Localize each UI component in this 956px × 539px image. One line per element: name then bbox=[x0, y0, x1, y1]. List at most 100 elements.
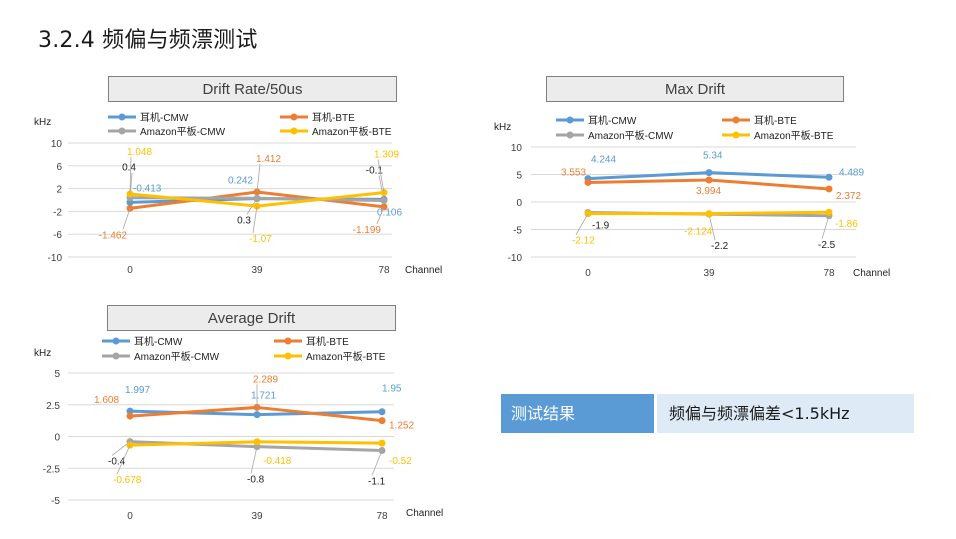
result-value: 频偏与频漂偏差<1.5kHz bbox=[657, 394, 914, 433]
legend-entry: 耳机-CMW bbox=[556, 114, 637, 127]
data-point bbox=[705, 210, 713, 218]
data-label: -0.4 bbox=[108, 457, 126, 468]
data-label: -0.1 bbox=[366, 166, 384, 177]
legend-label: Amazon平板-BTE bbox=[306, 350, 386, 363]
legend-entry: 耳机-BTE bbox=[280, 111, 355, 124]
x-tick-label: 0 bbox=[127, 511, 133, 522]
label-leader-line bbox=[376, 206, 385, 224]
data-label: 0.3 bbox=[237, 215, 251, 226]
data-point bbox=[378, 408, 386, 416]
data-point bbox=[705, 169, 713, 177]
x-axis-label: Channel bbox=[853, 268, 890, 279]
data-point bbox=[825, 185, 833, 193]
data-label: -2.5 bbox=[818, 240, 836, 251]
x-tick-label: 0 bbox=[127, 265, 133, 276]
legend-label: 耳机-BTE bbox=[754, 114, 797, 127]
data-label: -2.12 bbox=[572, 236, 595, 247]
data-label: -1.9 bbox=[592, 220, 610, 231]
data-label: -0.418 bbox=[263, 456, 292, 467]
chart-title-drift-rate: Drift Rate/50us bbox=[108, 76, 397, 102]
label-leader-line bbox=[821, 215, 830, 239]
legend-entry: 耳机-BTE bbox=[274, 335, 349, 348]
data-label: 1.721 bbox=[251, 391, 276, 402]
data-label: 1.95 bbox=[382, 384, 402, 395]
data-label: -0.678 bbox=[113, 475, 142, 486]
series-3: 1.048 -1.07 1.309 bbox=[126, 147, 399, 245]
legend-entry: Amazon平板-BTE bbox=[722, 129, 834, 142]
legend-entry: 耳机-CMW bbox=[102, 335, 183, 348]
legend-swatch-marker bbox=[284, 352, 292, 360]
label-leader-line bbox=[371, 450, 383, 476]
data-label: 2.289 bbox=[253, 374, 278, 385]
y-tick-label: -5 bbox=[513, 226, 522, 237]
y-tick-label: -2.5 bbox=[43, 464, 61, 475]
legend-swatch-marker bbox=[566, 131, 574, 139]
data-point bbox=[253, 411, 261, 419]
data-label: 1.412 bbox=[256, 154, 281, 165]
label-leader-line bbox=[250, 446, 258, 474]
data-label: 4.489 bbox=[839, 167, 864, 178]
y-tick-label: 10 bbox=[51, 139, 63, 150]
chart-2: -5 -2.5 0 2.5 5kHz Channel 0 39 78 耳机-CMW 耳机-BTE Am… bbox=[34, 335, 443, 522]
legend-swatch-marker bbox=[112, 352, 120, 360]
x-tick-label: 78 bbox=[376, 511, 388, 522]
data-label: -2.124 bbox=[684, 227, 713, 238]
legend-swatch-marker bbox=[732, 116, 740, 124]
data-label: 2.372 bbox=[836, 191, 861, 202]
data-label: -1.199 bbox=[353, 225, 382, 236]
legend-label: 耳机-CMW bbox=[588, 114, 637, 127]
data-label: -1.462 bbox=[99, 230, 128, 241]
data-label: -0.8 bbox=[247, 475, 265, 486]
legend-entry: Amazon平板-BTE bbox=[280, 125, 392, 138]
legend-entry: Amazon平板-CMW bbox=[556, 129, 674, 142]
data-point bbox=[705, 176, 713, 184]
data-label: 1.048 bbox=[127, 147, 152, 158]
legend-label: 耳机-CMW bbox=[140, 111, 189, 124]
series-0: 4.244 5.34 4.489 bbox=[584, 151, 864, 183]
x-axis-label: Channel bbox=[406, 508, 443, 519]
data-label: -1.1 bbox=[368, 476, 386, 487]
y-tick-label: 10 bbox=[511, 143, 523, 154]
data-label: 1.997 bbox=[125, 385, 150, 396]
data-label: 1.608 bbox=[94, 395, 119, 406]
legend-entry: 耳机-CMW bbox=[108, 111, 189, 124]
data-label: 1.252 bbox=[389, 421, 414, 432]
legend-label: 耳机-BTE bbox=[312, 111, 355, 124]
legend-swatch-marker bbox=[284, 337, 292, 345]
series-1: -1.462 1.412 -1.199 bbox=[99, 154, 388, 241]
legend-entry: Amazon平板-CMW bbox=[108, 125, 226, 138]
data-point bbox=[378, 439, 386, 447]
y-tick-label: 2.5 bbox=[46, 401, 60, 412]
chart-title-max-drift: Max Drift bbox=[546, 76, 844, 102]
y-axis-label: kHz bbox=[34, 117, 51, 128]
test-result-box: 测试结果 频偏与频漂偏差<1.5kHz bbox=[501, 394, 914, 433]
x-tick-label: 78 bbox=[823, 268, 835, 279]
x-tick-label: 0 bbox=[585, 268, 591, 279]
legend-entry: Amazon平板-CMW bbox=[102, 350, 220, 363]
legend-swatch-marker bbox=[290, 127, 298, 135]
legend-entry: 耳机-BTE bbox=[722, 114, 797, 127]
legend-swatch-marker bbox=[112, 337, 120, 345]
data-label: -0.413 bbox=[133, 183, 162, 194]
data-point bbox=[584, 178, 592, 186]
legend-label: Amazon平板-BTE bbox=[754, 129, 834, 142]
data-label: 1.309 bbox=[374, 150, 399, 161]
y-tick-label: 2 bbox=[56, 185, 62, 196]
label-leader-line bbox=[256, 163, 261, 192]
x-tick-label: 39 bbox=[251, 265, 263, 276]
series-3: -0.678 -0.418 -0.52 bbox=[113, 438, 412, 486]
legend-label: Amazon平板-BTE bbox=[312, 125, 392, 138]
y-axis-label: kHz bbox=[494, 122, 511, 133]
page-title: 3.2.4 频偏与频漂测试 bbox=[38, 28, 258, 53]
y-axis-label: kHz bbox=[34, 348, 51, 359]
series-1: 1.608 2.289 1.252 bbox=[94, 374, 414, 431]
label-leader-line bbox=[708, 214, 716, 241]
data-label: 0.106 bbox=[377, 207, 402, 218]
legend-label: Amazon平板-CMW bbox=[588, 129, 674, 142]
legend-label: 耳机-CMW bbox=[134, 335, 183, 348]
x-tick-label: 39 bbox=[703, 268, 715, 279]
data-label: -1.07 bbox=[249, 234, 272, 245]
label-leader-line bbox=[377, 159, 385, 193]
